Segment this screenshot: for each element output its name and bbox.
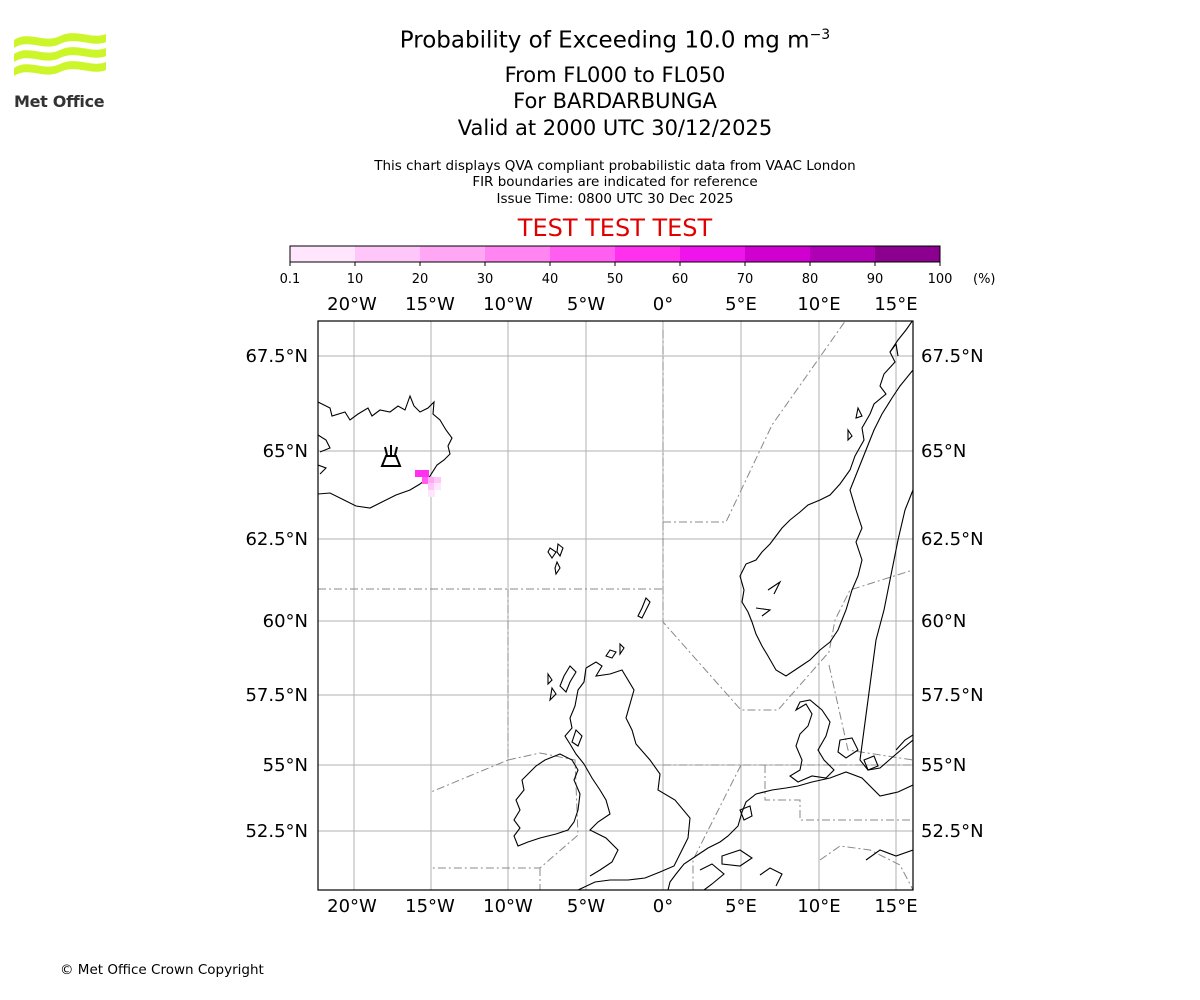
lon-label: 0° bbox=[653, 294, 673, 315]
met-office-logo-icon bbox=[14, 33, 106, 76]
ash-cell bbox=[428, 483, 435, 490]
colorbar-segment bbox=[355, 246, 421, 262]
note-fir: FIR boundaries are indicated for referen… bbox=[472, 174, 758, 190]
colorbar-segment bbox=[615, 246, 681, 262]
lon-label: 20°W bbox=[327, 896, 377, 917]
colorbar-tick-label: 70 bbox=[737, 272, 754, 287]
chart-title: Probability of Exceeding 10.0 mg m−3 bbox=[399, 27, 831, 54]
lon-label: 10°E bbox=[797, 896, 840, 917]
colorbar-tick-label: 0.1 bbox=[280, 272, 301, 287]
lon-label: 15°W bbox=[405, 294, 455, 315]
lat-label: 60°N bbox=[921, 611, 966, 632]
lon-label: 0° bbox=[653, 896, 673, 917]
volcano-name: For BARDARBUNGA bbox=[513, 89, 717, 113]
colorbar-segment bbox=[875, 246, 941, 262]
colorbar-segment bbox=[550, 246, 616, 262]
fir-boundaries bbox=[318, 321, 913, 890]
lat-label: 62.5°N bbox=[921, 529, 984, 550]
ash-cell bbox=[428, 490, 435, 497]
lat-label: 57.5°N bbox=[245, 685, 308, 706]
ash-cell bbox=[434, 483, 441, 490]
colorbar-segment bbox=[290, 246, 356, 262]
lon-label: 10°W bbox=[483, 294, 533, 315]
graticule bbox=[318, 321, 913, 890]
lat-label: 55°N bbox=[921, 755, 966, 776]
lat-label: 55°N bbox=[263, 755, 308, 776]
lat-label: 62.5°N bbox=[245, 529, 308, 550]
flight-level-range: From FL000 to FL050 bbox=[504, 63, 726, 87]
colorbar-segment bbox=[810, 246, 876, 262]
colorbar-tick-label: 30 bbox=[477, 272, 494, 287]
lon-label: 5°E bbox=[725, 896, 757, 917]
coastlines bbox=[318, 321, 913, 890]
met-office-logo-text: Met Office bbox=[14, 92, 105, 111]
ash-cell bbox=[422, 477, 429, 484]
colorbar-tick-label: 10 bbox=[347, 272, 364, 287]
ash-cell bbox=[415, 470, 422, 477]
lon-label: 5°E bbox=[725, 294, 757, 315]
copyright: © Met Office Crown Copyright bbox=[60, 962, 264, 978]
colorbar-segment bbox=[485, 246, 551, 262]
ash-cell bbox=[422, 470, 429, 477]
lon-label: 5°W bbox=[567, 896, 605, 917]
ash-cell bbox=[428, 477, 435, 484]
colorbar-segment bbox=[680, 246, 746, 262]
colorbar-tick-label: 50 bbox=[607, 272, 624, 287]
colorbar-segment bbox=[420, 246, 486, 262]
note-issue-time: Issue Time: 0800 UTC 30 Dec 2025 bbox=[496, 191, 734, 207]
colorbar-tick-label: 40 bbox=[542, 272, 559, 287]
lat-label: 60°N bbox=[263, 611, 308, 632]
colorbar-tick-label: 60 bbox=[672, 272, 689, 287]
lon-label: 15°E bbox=[874, 896, 917, 917]
map: 20°W 15°W 10°W 5°W 0° 5°E 10°E 15°E 20°W 15°W 10°… bbox=[245, 294, 984, 917]
ash-probability-cells bbox=[415, 470, 441, 497]
lat-label: 57.5°N bbox=[921, 685, 984, 706]
lon-label: 15°W bbox=[405, 896, 455, 917]
colorbar-tick-label: 80 bbox=[802, 272, 819, 287]
colorbar-tick-label: 90 bbox=[867, 272, 884, 287]
lon-label: 20°W bbox=[327, 294, 377, 315]
lat-label: 67.5°N bbox=[245, 346, 308, 367]
test-banner: TEST TEST TEST bbox=[517, 214, 713, 242]
valid-time: Valid at 2000 UTC 30/12/2025 bbox=[457, 116, 773, 140]
map-frame bbox=[317, 320, 914, 891]
note-compliance: This chart displays QVA compliant probab… bbox=[374, 158, 856, 174]
lat-label: 52.5°N bbox=[921, 821, 984, 842]
colorbar-segment bbox=[745, 246, 811, 262]
colorbar: 0.1 10 20 30 40 50 60 70 80 90 100 (%) bbox=[280, 245, 996, 287]
lat-label: 67.5°N bbox=[921, 346, 984, 367]
colorbar-unit: (%) bbox=[973, 272, 996, 287]
lat-label: 65°N bbox=[263, 441, 308, 462]
lon-label: 5°W bbox=[567, 294, 605, 315]
lon-label: 15°E bbox=[874, 294, 917, 315]
colorbar-tick-label: 20 bbox=[412, 272, 429, 287]
ash-cell bbox=[434, 477, 441, 484]
lat-label: 52.5°N bbox=[245, 821, 308, 842]
lon-label: 10°W bbox=[483, 896, 533, 917]
colorbar-tick-label: 100 bbox=[928, 272, 953, 287]
lat-label: 65°N bbox=[921, 441, 966, 462]
lon-label: 10°E bbox=[797, 294, 840, 315]
volcano-icon bbox=[380, 445, 402, 467]
